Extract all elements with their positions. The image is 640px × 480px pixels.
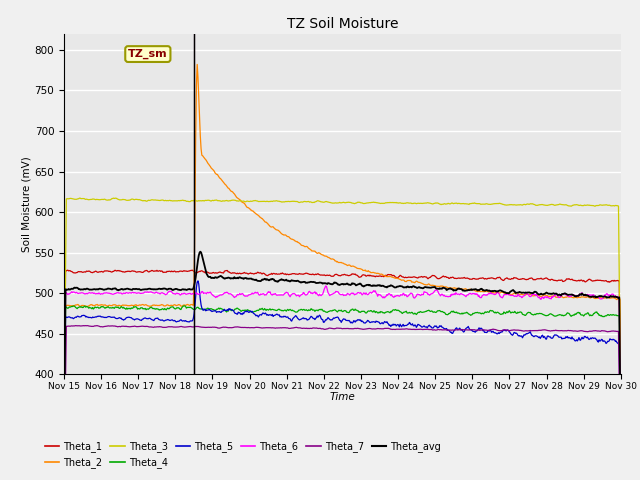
- Theta_7: [428, 327, 435, 333]
- Theta_2: [60, 434, 68, 440]
- Line: Theta_avg: Theta_avg: [64, 252, 621, 458]
- Theta_3: [128, 196, 136, 202]
- Theta_3: [185, 199, 193, 204]
- Theta_6: [428, 291, 435, 297]
- Theta_avg: [428, 285, 435, 290]
- Theta_6: [70, 289, 78, 295]
- Theta_6: [127, 290, 135, 296]
- Theta_1: [185, 268, 193, 274]
- Title: TZ Soil Moisture: TZ Soil Moisture: [287, 17, 398, 31]
- Theta_3: [60, 410, 68, 416]
- Theta_4: [185, 304, 193, 310]
- Theta_5: [127, 315, 135, 321]
- Theta_2: [428, 283, 435, 288]
- Theta_2: [184, 302, 192, 308]
- Theta_avg: [196, 249, 204, 254]
- Theta_4: [411, 310, 419, 316]
- Theta_3: [617, 415, 625, 420]
- Text: TZ_sm: TZ_sm: [128, 49, 168, 59]
- Theta_2: [193, 61, 201, 67]
- Theta_7: [79, 323, 87, 328]
- Theta_4: [60, 460, 68, 466]
- Theta_3: [411, 200, 419, 206]
- Theta_3: [112, 195, 120, 201]
- Theta_1: [617, 445, 625, 451]
- Theta_5: [411, 322, 419, 328]
- Theta_avg: [70, 285, 78, 291]
- Theta_5: [214, 309, 222, 314]
- Line: Theta_2: Theta_2: [64, 64, 621, 437]
- Theta_6: [60, 451, 68, 456]
- Theta_4: [127, 305, 135, 311]
- Theta_6: [617, 455, 625, 461]
- Theta_6: [322, 283, 330, 289]
- Theta_6: [214, 294, 221, 300]
- Theta_3: [428, 201, 435, 206]
- Theta_7: [70, 323, 78, 329]
- Theta_2: [411, 280, 419, 286]
- Theta_4: [617, 466, 625, 471]
- Theta_2: [214, 173, 222, 179]
- Theta_1: [214, 270, 222, 276]
- Theta_6: [184, 291, 192, 297]
- Theta_avg: [184, 287, 192, 292]
- Theta_avg: [127, 287, 135, 292]
- Theta_5: [60, 467, 68, 473]
- Theta_4: [214, 306, 222, 312]
- Theta_7: [185, 324, 193, 329]
- Theta_1: [128, 268, 136, 274]
- Theta_3: [214, 198, 222, 204]
- Theta_4: [181, 303, 189, 309]
- Line: Theta_5: Theta_5: [64, 281, 621, 480]
- Theta_2: [70, 302, 78, 308]
- Y-axis label: Soil Moisture (mV): Soil Moisture (mV): [22, 156, 32, 252]
- Theta_5: [184, 319, 192, 324]
- Line: Theta_1: Theta_1: [64, 270, 621, 448]
- Theta_3: [70, 196, 78, 202]
- Theta_avg: [411, 284, 419, 290]
- Line: Theta_4: Theta_4: [64, 306, 621, 468]
- Theta_avg: [617, 455, 625, 461]
- Theta_1: [70, 270, 78, 276]
- Theta_4: [70, 303, 78, 309]
- Theta_1: [428, 274, 435, 279]
- Theta_1: [111, 267, 119, 273]
- Theta_5: [70, 315, 78, 321]
- Line: Theta_3: Theta_3: [64, 198, 621, 418]
- Theta_1: [60, 439, 68, 445]
- Theta_avg: [60, 450, 68, 456]
- Theta_7: [128, 324, 136, 329]
- Theta_5: [194, 278, 202, 284]
- Theta_4: [428, 308, 435, 314]
- Theta_5: [428, 324, 435, 330]
- Theta_1: [411, 274, 419, 280]
- Line: Theta_6: Theta_6: [64, 286, 621, 458]
- X-axis label: Time: Time: [330, 393, 355, 402]
- Theta_2: [617, 429, 625, 435]
- Theta_avg: [214, 274, 222, 280]
- Theta_6: [411, 295, 419, 301]
- Theta_2: [127, 302, 135, 308]
- Line: Theta_7: Theta_7: [64, 325, 621, 480]
- Theta_7: [214, 325, 222, 331]
- Theta_7: [411, 326, 419, 332]
- Legend: Theta_1, Theta_2, Theta_3, Theta_4, Theta_5, Theta_6, Theta_7, Theta_avg: Theta_1, Theta_2, Theta_3, Theta_4, Thet…: [41, 437, 445, 472]
